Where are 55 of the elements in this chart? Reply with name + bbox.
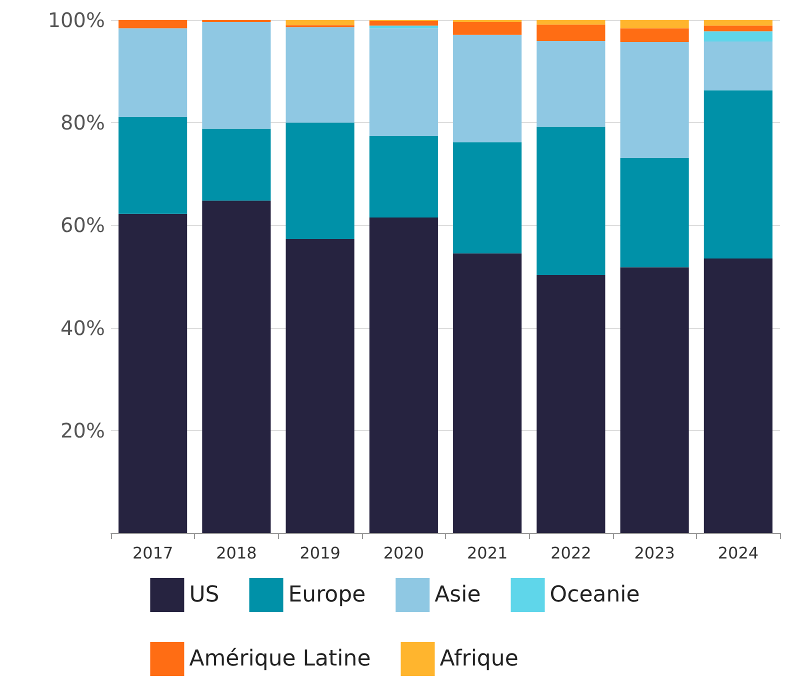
x-tick-label: 2017 (132, 544, 174, 562)
bar (704, 26, 772, 32)
bar (286, 20, 354, 26)
x-tick-label: 2020 (383, 544, 424, 562)
x-tick-label: 2021 (466, 544, 508, 562)
legend-label: Afrique (440, 646, 518, 672)
legend-label: Europe (288, 582, 366, 608)
y-tick-label: 20% (60, 418, 105, 442)
bar (453, 34, 522, 142)
bar (202, 200, 271, 533)
legend-label: US (189, 582, 220, 608)
x-tick-label: 2018 (216, 544, 257, 562)
bar (286, 27, 354, 123)
bar (453, 142, 522, 254)
bar (118, 214, 188, 533)
bar (620, 267, 689, 533)
bar (536, 274, 606, 533)
bar (620, 158, 689, 268)
bar (118, 20, 188, 28)
bar (453, 22, 522, 35)
bar (620, 20, 689, 28)
bar (202, 22, 271, 129)
bar (118, 28, 188, 117)
bar (286, 122, 354, 240)
y-tick-label: 40% (60, 316, 105, 340)
bar (369, 28, 438, 136)
bar (704, 258, 772, 533)
bar (202, 128, 271, 201)
bar (118, 116, 188, 214)
x-tick-label: 2023 (634, 544, 675, 562)
y-tick-label: 100% (48, 8, 105, 32)
legend-label: Oceanie (550, 582, 640, 608)
bar (369, 26, 438, 28)
bar (453, 253, 522, 533)
legend-label: Asie (434, 582, 481, 608)
bar (620, 42, 689, 158)
y-tick-label: 80% (60, 110, 105, 135)
bar (536, 41, 606, 127)
x-tick-label: 2019 (300, 544, 340, 562)
bar (536, 24, 606, 42)
bar (704, 20, 772, 26)
x-tick-label: 2024 (718, 544, 759, 562)
legend-label: Amérique Latine (189, 646, 371, 672)
bar (536, 20, 606, 25)
bar (704, 90, 772, 259)
bar (369, 21, 438, 26)
bar (704, 42, 772, 90)
bar (620, 28, 689, 42)
bar (536, 126, 606, 275)
bar (704, 31, 772, 42)
bar (286, 239, 354, 533)
bar (369, 218, 438, 533)
bar (369, 136, 438, 218)
x-tick-label: 2022 (550, 544, 592, 562)
y-tick-label: 60% (60, 213, 105, 238)
